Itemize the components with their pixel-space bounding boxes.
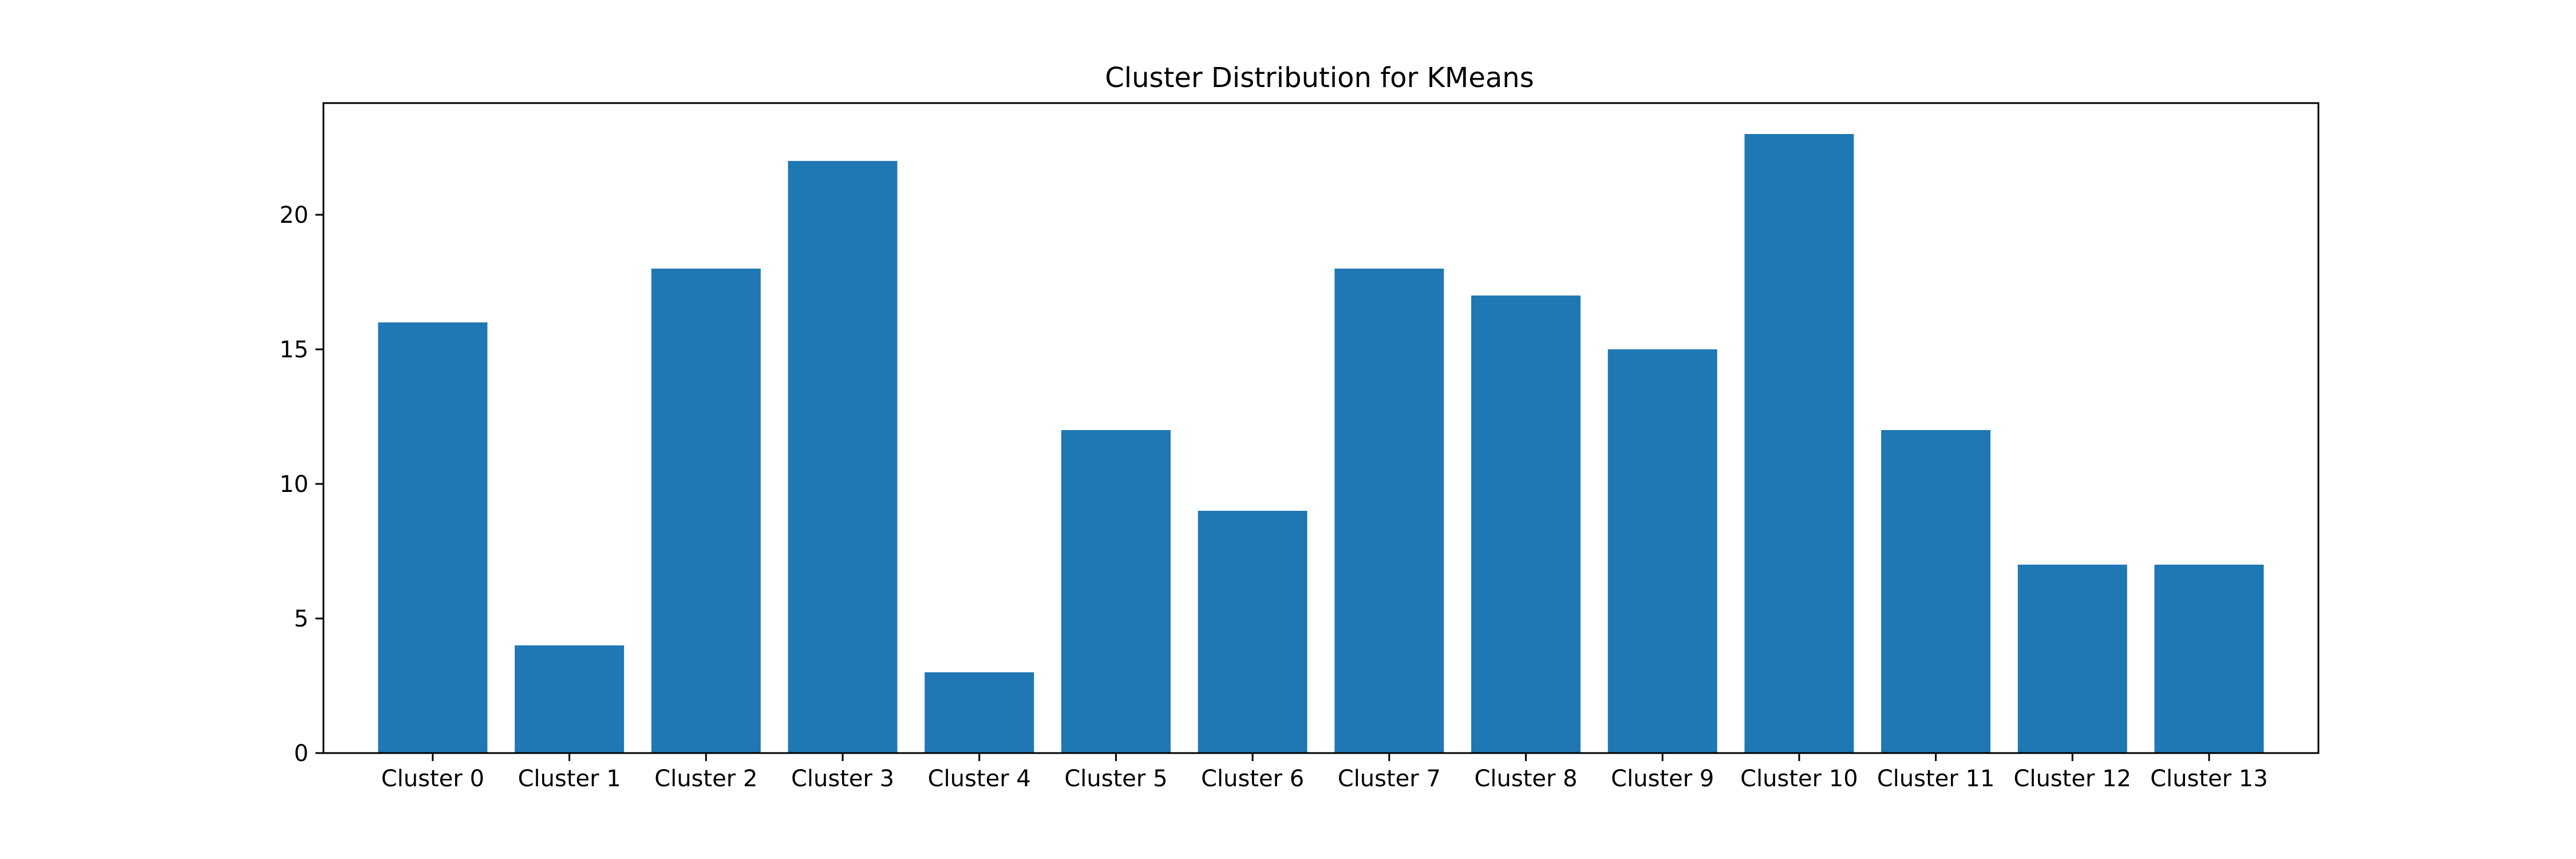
x-tick-label-11: Cluster 11 bbox=[1877, 766, 1995, 792]
y-tick-label-4: 20 bbox=[279, 202, 309, 228]
bar-6 bbox=[1198, 511, 1307, 753]
bar-7 bbox=[1334, 269, 1444, 753]
x-tick-label-5: Cluster 5 bbox=[1064, 766, 1167, 792]
x-tick-label-0: Cluster 0 bbox=[381, 766, 484, 792]
bar-0 bbox=[378, 322, 488, 753]
x-tick-label-12: Cluster 12 bbox=[2014, 766, 2132, 792]
x-axis: Cluster 0 Cluster 1 Cluster 2 Cluster 3 Clus… bbox=[381, 753, 2268, 792]
x-tick-label-7: Cluster 7 bbox=[1338, 766, 1441, 792]
x-tick-label-1: Cluster 1 bbox=[518, 766, 621, 792]
chart-title: Cluster Distribution for KMeans bbox=[1105, 62, 1534, 94]
bar-1 bbox=[515, 645, 625, 753]
y-axis: 0 5 10 15 20 bbox=[279, 202, 323, 767]
x-tick-label-9: Cluster 9 bbox=[1611, 766, 1714, 792]
y-tick-label-0: 0 bbox=[294, 740, 309, 767]
bar-2 bbox=[651, 269, 761, 753]
y-tick-label-3: 15 bbox=[279, 337, 309, 363]
bar-5 bbox=[1061, 430, 1171, 753]
x-tick-label-6: Cluster 6 bbox=[1201, 766, 1304, 792]
bar-3 bbox=[788, 161, 898, 753]
bar-12 bbox=[2017, 565, 2127, 753]
axes-frame bbox=[322, 102, 2320, 754]
bar-4 bbox=[924, 672, 1034, 753]
x-tick-label-2: Cluster 2 bbox=[654, 766, 757, 792]
bar-9 bbox=[1607, 349, 1717, 753]
x-tick-label-8: Cluster 8 bbox=[1474, 766, 1577, 792]
x-tick-label-4: Cluster 4 bbox=[928, 766, 1031, 792]
bar-10 bbox=[1744, 134, 1854, 753]
bar-13 bbox=[2154, 565, 2264, 753]
y-tick-label-1: 5 bbox=[294, 606, 309, 632]
x-tick-label-3: Cluster 3 bbox=[791, 766, 894, 792]
x-tick-label-10: Cluster 10 bbox=[1740, 766, 1858, 792]
y-tick-label-2: 10 bbox=[279, 471, 309, 498]
bar-8 bbox=[1471, 295, 1581, 753]
bars-group bbox=[378, 134, 2264, 753]
x-tick-label-13: Cluster 13 bbox=[2150, 766, 2268, 792]
bar-11 bbox=[1881, 430, 1991, 753]
